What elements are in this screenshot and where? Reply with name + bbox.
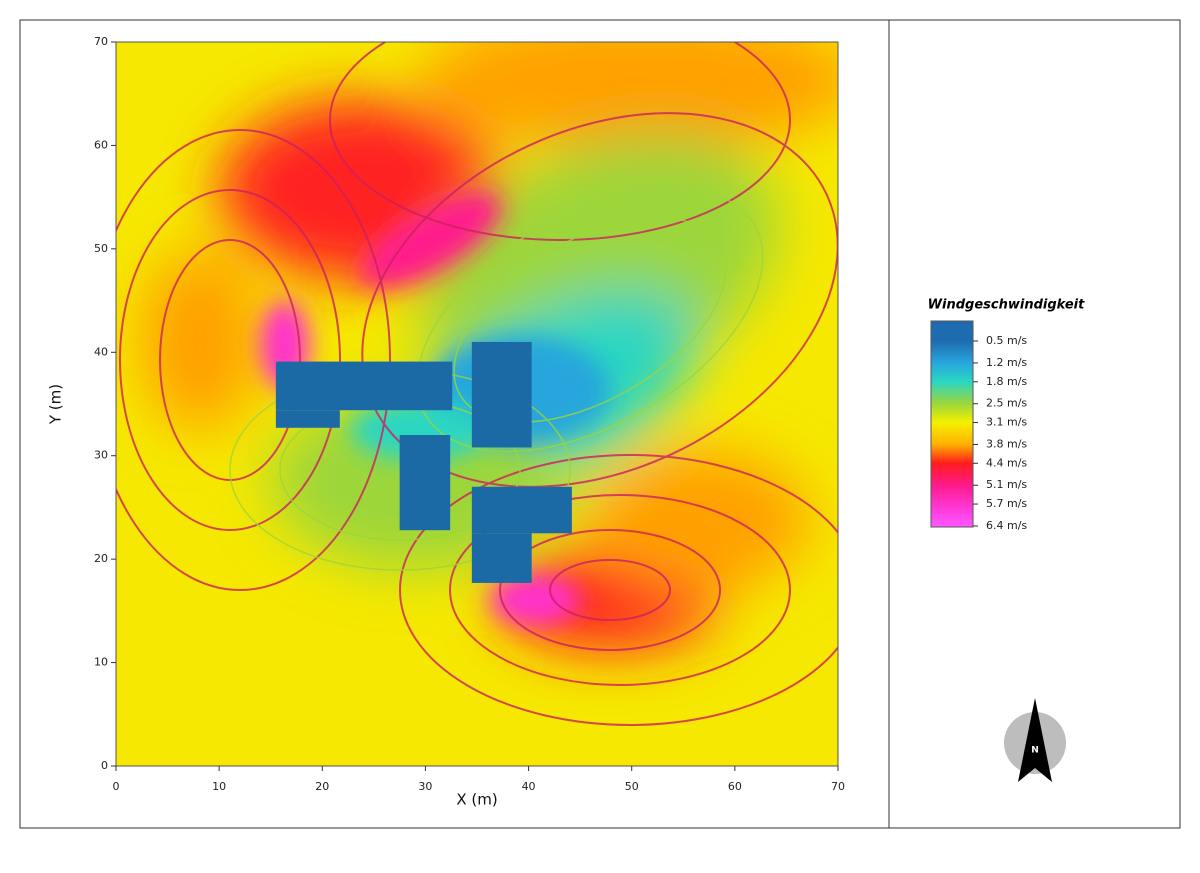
y-tick-label: 60 [94,138,108,151]
plot-border [115,41,839,767]
building [399,435,451,531]
x-axis-label: X (m) [456,791,497,809]
x-tick-label: 10 [212,780,226,793]
legend-label: 3.1 m/s [986,416,1027,429]
x-tick-label: 50 [625,780,639,793]
building [275,410,340,428]
x-tick-label: 60 [728,780,742,793]
building [275,361,453,411]
y-tick-label: 10 [94,656,108,669]
legend-label: 1.2 m/s [986,356,1027,369]
legend-label: 6.4 m/s [986,519,1027,532]
legend-label: 2.5 m/s [986,397,1027,410]
building [471,486,572,534]
y-tick-label: 50 [94,242,108,255]
x-tick-label: 20 [315,780,329,793]
legend-title: Windgeschwindigkeit [928,298,1085,313]
compass-arrow [1018,698,1052,782]
y-axis-label: Y (m) [47,384,65,425]
x-tick-label: 0 [113,780,120,793]
frame [19,19,1181,829]
legend-label: 3.8 m/s [986,437,1027,450]
y-tick-label: 30 [94,449,108,462]
y-tick-label: 20 [94,552,108,565]
legend-label: 4.4 m/s [986,456,1027,469]
compass-label: N [1031,746,1039,756]
y-tick-label: 40 [94,345,108,358]
legend-label: 5.1 m/s [986,478,1027,491]
building [471,341,532,448]
colorbar [930,320,974,528]
legend-label: 1.8 m/s [986,375,1027,388]
y-tick-label: 0 [101,759,108,772]
x-tick-label: 30 [418,780,432,793]
legend-label: 0.5 m/s [986,334,1027,347]
building [471,533,532,583]
x-tick-label: 70 [831,780,845,793]
x-tick-label: 40 [522,780,536,793]
field [116,42,838,766]
legend-label: 5.7 m/s [986,497,1027,510]
y-tick-label: 70 [94,35,108,48]
